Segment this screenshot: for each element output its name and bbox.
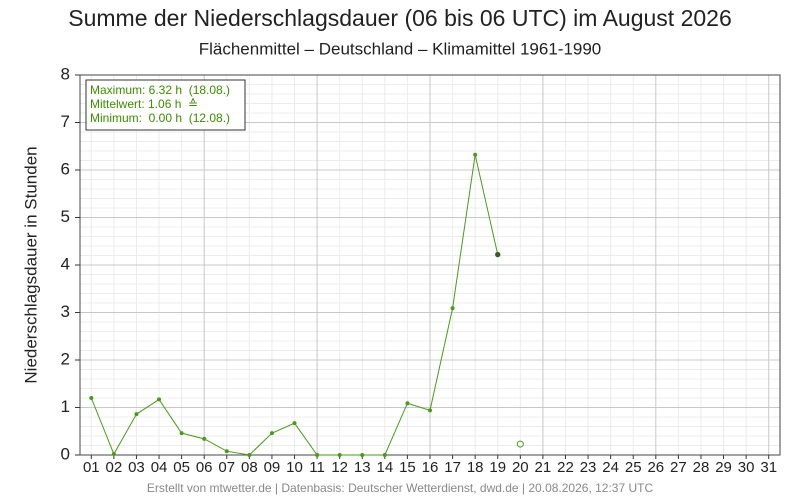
info-text: Maximum: 6.32 h (18.08.) bbox=[90, 83, 230, 97]
data-point bbox=[179, 431, 184, 436]
data-point bbox=[89, 396, 94, 400]
y-tick-label: 3 bbox=[61, 302, 70, 321]
x-tick-label: 22 bbox=[557, 459, 574, 476]
y-tick-label: 8 bbox=[61, 64, 70, 83]
data-point bbox=[516, 440, 524, 448]
info-text: Minimum: 0.00 h (12.08.) bbox=[90, 111, 230, 125]
y-tick-label: 6 bbox=[61, 159, 70, 178]
y-tick-label: 0 bbox=[61, 444, 70, 463]
data-point bbox=[337, 453, 342, 457]
x-tick-label: 25 bbox=[625, 459, 642, 476]
y-axis-label: Niederschlagsdauer in Stunden bbox=[21, 146, 40, 383]
data-point bbox=[450, 306, 455, 311]
x-tick-label: 15 bbox=[399, 459, 416, 476]
x-tick-label: 29 bbox=[715, 459, 732, 476]
info-text: Mittelwert: 1.06 h ≙ bbox=[90, 97, 198, 111]
y-tick-label: 5 bbox=[61, 207, 70, 226]
chart-title: Summe der Niederschlagsdauer (06 bis 06 … bbox=[68, 5, 732, 31]
x-tick-label: 18 bbox=[467, 459, 484, 476]
y-tick-label: 1 bbox=[61, 397, 70, 416]
data-point bbox=[315, 453, 320, 457]
x-tick-label: 21 bbox=[535, 459, 552, 476]
x-tick-label: 31 bbox=[760, 459, 777, 476]
y-tick-label: 2 bbox=[61, 349, 70, 368]
x-tick-label: 24 bbox=[602, 459, 619, 476]
x-tick-label: 26 bbox=[647, 459, 664, 476]
y-tick-label: 4 bbox=[61, 254, 70, 273]
x-tick-label: 20 bbox=[512, 459, 529, 476]
x-tick-label: 14 bbox=[376, 459, 393, 476]
x-tick-label: 08 bbox=[241, 459, 258, 476]
x-tick-label: 07 bbox=[218, 459, 235, 476]
x-tick-label: 16 bbox=[422, 459, 439, 476]
x-tick-label: 04 bbox=[151, 459, 168, 476]
x-tick-label: 01 bbox=[83, 459, 100, 476]
data-point bbox=[473, 152, 478, 157]
x-tick-label: 02 bbox=[106, 459, 123, 476]
x-tick-label: 09 bbox=[264, 459, 281, 476]
data-point bbox=[292, 421, 297, 426]
x-tick-label: 13 bbox=[354, 459, 371, 476]
info-box bbox=[85, 79, 246, 131]
x-tick-label: 28 bbox=[693, 459, 710, 476]
x-tick-label: 11 bbox=[309, 459, 325, 476]
data-point bbox=[382, 453, 387, 457]
data-point bbox=[247, 453, 252, 457]
x-tick-label: 06 bbox=[196, 459, 213, 476]
data-point bbox=[360, 453, 365, 457]
x-tick-label: 30 bbox=[738, 459, 755, 476]
x-tick-label: 19 bbox=[489, 459, 506, 476]
x-tick-label: 12 bbox=[331, 459, 348, 476]
x-tick-label: 23 bbox=[580, 459, 597, 476]
data-point bbox=[111, 452, 116, 457]
data-point bbox=[269, 431, 274, 436]
data-point bbox=[428, 408, 432, 413]
x-tick-label: 27 bbox=[670, 459, 687, 476]
x-tick-label: 17 bbox=[444, 459, 461, 476]
data-point bbox=[202, 436, 207, 441]
x-tick-label: 10 bbox=[286, 459, 303, 476]
data-point bbox=[224, 449, 229, 454]
data-point bbox=[495, 251, 501, 258]
data-point bbox=[157, 397, 162, 402]
x-tick-label: 05 bbox=[173, 459, 190, 476]
x-tick-label: 03 bbox=[128, 459, 145, 476]
data-point bbox=[134, 412, 139, 417]
footer: Erstellt von mtwetter.de | Datenbasis: D… bbox=[147, 481, 654, 495]
y-tick-label: 7 bbox=[61, 112, 70, 131]
data-point bbox=[405, 401, 410, 406]
plot-frame bbox=[79, 74, 781, 456]
chart-subtitle: Flächenmittel – Deutschland – Klimamitte… bbox=[199, 39, 602, 58]
